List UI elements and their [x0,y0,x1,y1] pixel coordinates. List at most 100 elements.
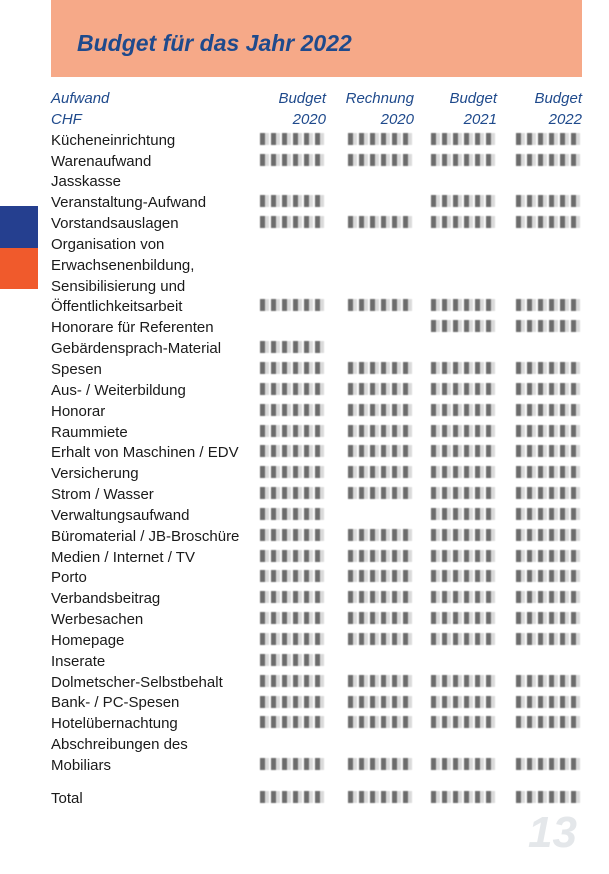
redacted-value [260,487,326,500]
table-row: Mobiliars [51,756,582,777]
value-cell [326,789,414,810]
value-cell [326,735,414,756]
table-row: Jasskasse [51,172,582,193]
table-row: Erhalt von Maschinen / EDV [51,443,582,464]
redacted-value [348,591,414,604]
value-cell [326,381,414,402]
redacted-value [260,382,326,395]
column-year: 2020 [380,110,414,128]
value-cell [497,193,582,214]
value-cell [414,735,497,756]
row-label: Porto [51,569,87,587]
redacted-value [348,695,414,708]
redacted-value [431,466,497,479]
value-cell [414,235,497,256]
value-cell [256,443,326,464]
budget-table: Aufwand Budget Rechnung Budget Budget CH… [51,89,582,810]
value-cell [326,339,414,360]
value-cell [326,297,414,318]
redacted-value [260,341,326,354]
redacted-value [431,674,497,687]
value-cell [414,789,497,810]
redacted-value [431,612,497,625]
redacted-value [260,362,326,374]
row-label: Strom / Wasser [51,486,154,504]
row-label: Spesen [51,360,102,378]
column-header: Rechnung [345,90,414,107]
value-cell [497,464,582,485]
redacted-value [516,528,582,541]
redacted-value [431,487,497,500]
table-row: Aus- / Weiterbildung [51,381,582,402]
value-cell [326,714,414,735]
redacted-value [348,153,414,166]
value-cell [326,423,414,444]
value-cell [497,297,582,318]
value-cell [256,214,326,235]
value-cell [414,256,497,277]
value-cell [326,152,414,173]
column-header: Budget [278,90,326,107]
table-row: Inserate [51,652,582,673]
redacted-value [348,790,414,803]
row-label: Erhalt von Maschinen / EDV [51,444,239,462]
column-header: Budget [534,90,582,107]
table-row: Gebärdensprach-Material [51,339,582,360]
row-label: Werbesachen [51,611,144,629]
spacer-row [51,777,582,789]
value-cell [256,318,326,339]
table-row: Öffentlichkeitsarbeit [51,297,582,318]
value-cell [497,589,582,610]
row-label: Abschreibungen des [51,736,188,754]
redacted-value [431,216,497,229]
value-cell [414,152,497,173]
value-cell [497,693,582,714]
column-year: 2022 [548,110,582,128]
value-cell [497,235,582,256]
value-cell [256,381,326,402]
row-label: Homepage [51,631,125,649]
redacted-value [516,299,582,312]
row-label: Gebärdensprach-Material [51,340,222,358]
header-label: Aufwand [51,90,110,107]
value-cell [497,568,582,589]
value-cell [497,527,582,548]
section-tab-blue [0,206,38,248]
redacted-value [516,790,582,803]
value-cell [497,631,582,652]
header-band [51,0,582,77]
value-cell [256,193,326,214]
redacted-value [348,382,414,395]
redacted-value [516,591,582,604]
column-year: 2021 [463,110,497,128]
value-cell [256,714,326,735]
value-cell [326,277,414,298]
value-cell [256,693,326,714]
redacted-value [431,632,497,645]
table-row: Spesen [51,360,582,381]
row-label: Vorstandsauslagen [51,215,179,233]
redacted-value [431,132,497,145]
value-cell [326,548,414,569]
redacted-value [516,382,582,395]
row-label: Erwachsenenbildung, [51,256,195,274]
redacted-value [516,758,582,771]
value-cell [256,360,326,381]
column-header: Budget [449,90,497,107]
value-cell [497,131,582,152]
redacted-value [348,549,414,562]
redacted-value [348,570,414,583]
value-cell [326,464,414,485]
redacted-value [348,674,414,687]
value-cell [256,631,326,652]
redacted-value [431,403,497,416]
value-cell [414,318,497,339]
value-cell [414,464,497,485]
value-cell [497,673,582,694]
redacted-value [431,507,497,520]
redacted-value [431,695,497,708]
row-label: Kücheneinrichtung [51,131,176,149]
redacted-value [260,591,326,604]
redacted-value [516,570,582,583]
redacted-value [348,403,414,416]
